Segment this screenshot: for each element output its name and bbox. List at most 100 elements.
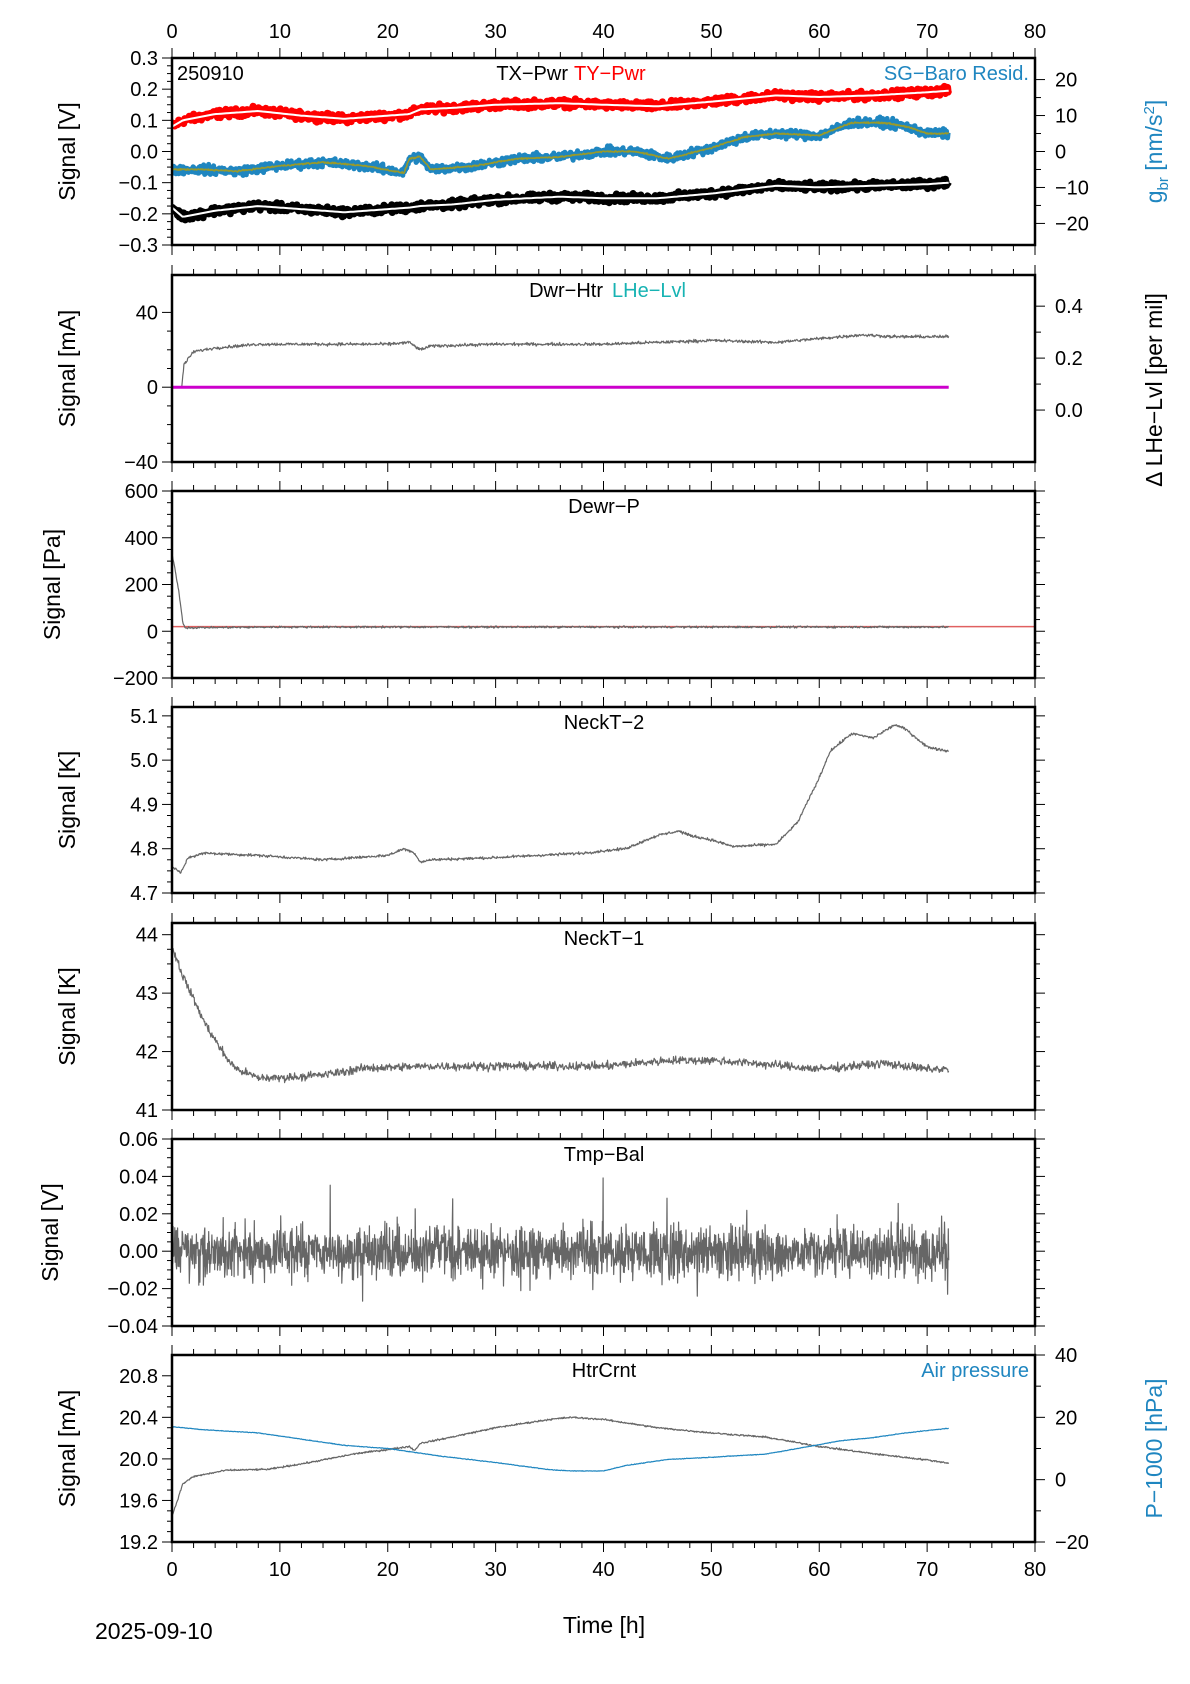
legend-label: Dewr−P <box>568 496 640 518</box>
x-tick-label-top: 80 <box>1024 21 1046 43</box>
y-tick-label: 40 <box>136 302 158 324</box>
series-line-htrcrnt <box>172 1416 950 1517</box>
y-tick-label: 0.04 <box>119 1166 158 1188</box>
x-tick-label-bottom: 50 <box>700 1559 722 1581</box>
y2-title-unit: [nm/s <box>1141 114 1167 177</box>
x-tick-label-top: 40 <box>592 21 614 43</box>
y-tick-label: −0.2 <box>119 204 158 226</box>
series-line-neckt-2 <box>172 724 949 874</box>
legend-label: TX−Pwr <box>496 63 568 85</box>
legend-label: Dwr−Htr <box>529 280 603 302</box>
y2-axis-title: P−1000 [hPa] <box>1141 1378 1167 1518</box>
y-axis-title: Signal [V] <box>37 1183 63 1281</box>
y2-tick-label: 20 <box>1055 70 1077 92</box>
y2-tick-label: 0.0 <box>1055 400 1083 422</box>
y-tick-label: −0.1 <box>119 173 158 195</box>
plot-area <box>172 945 950 1084</box>
panels-group: −0.3−0.2−0.10.00.10.20.3−20−1001020Signa… <box>37 21 1172 1581</box>
panel-3: −200 0 200 400 600 Signal [Pa] Dewr−P <box>39 481 1045 690</box>
x-tick-label-top: 60 <box>808 21 830 43</box>
x-tick-label-top: 50 <box>700 21 722 43</box>
y2-tick-label: −10 <box>1055 177 1089 199</box>
plot-area <box>172 553 1035 630</box>
panel-2: −40 0 40 0.0 0.2 0.4 Signal [mA] Δ LHe−Lvl [per… <box>54 265 1167 487</box>
series-line-dwr-htr <box>181 333 950 388</box>
y-tick-label: −200 <box>113 668 158 690</box>
y2-tick-label: 10 <box>1055 106 1077 128</box>
series-line-tx-pwr <box>172 175 952 224</box>
y-tick-label: −0.04 <box>107 1316 158 1338</box>
y2-tick-label: 0.2 <box>1055 348 1083 370</box>
y-tick-label: 42 <box>136 1042 158 1064</box>
y-tick-label: 200 <box>125 575 158 597</box>
x-axis-title: Time [h] <box>563 1612 645 1638</box>
y2-tick-label: 0 <box>1055 142 1066 164</box>
y-tick-label: 4.7 <box>130 883 158 905</box>
y-tick-label: 600 <box>125 481 158 503</box>
series-centerline-tx-pwr <box>172 181 949 218</box>
plot-area <box>172 724 949 874</box>
y2-tick-label: 20 <box>1055 1407 1077 1429</box>
y-tick-label: 4.8 <box>130 839 158 861</box>
y-axis-title: Signal [Pa] <box>39 529 65 640</box>
y-tick-label: 43 <box>136 983 158 1005</box>
y-tick-label: 0.1 <box>130 110 158 132</box>
plot-area <box>172 1177 950 1302</box>
y-tick-label: 0 <box>147 377 158 399</box>
y-axis-title: Signal [mA] <box>54 310 80 428</box>
panel-frame <box>170 273 1037 464</box>
legend-label: Tmp−Bal <box>564 1144 645 1166</box>
date-label: 2025-09-10 <box>95 1618 213 1644</box>
y-tick-label: −40 <box>124 452 158 474</box>
y-axis-title: Signal [K] <box>54 967 80 1065</box>
y-tick-label: 0.2 <box>130 79 158 101</box>
x-tick-label-top: 30 <box>485 21 507 43</box>
x-tick-label-bottom: 40 <box>592 1559 614 1581</box>
x-tick-label-top: 0 <box>166 21 177 43</box>
y-tick-label: 44 <box>136 925 158 947</box>
series-line-neckt-1 <box>172 945 950 1084</box>
y-tick-label: 0.0 <box>130 142 158 164</box>
x-tick-label-bottom: 70 <box>916 1559 938 1581</box>
y-tick-label: 20.4 <box>119 1407 158 1429</box>
y2-tick-label: 0.4 <box>1055 296 1083 318</box>
x-tick-label-top: 10 <box>269 21 291 43</box>
panel-1: −0.3 −0.2 −0.1 0.0 0.1 0.2 0.3 −20 −10 0 10 20 Signa… <box>54 48 1172 257</box>
y2-axis-title: Δ LHe−Lvl [per mil] <box>1141 293 1167 487</box>
legend-label: SG−Baro Resid. <box>884 63 1029 85</box>
station-id-label: 250910 <box>177 63 244 85</box>
x-tick-label-bottom: 10 <box>269 1559 291 1581</box>
y-tick-label: 41 <box>136 1100 158 1122</box>
legend-label: HtrCrnt <box>572 1360 637 1382</box>
y2-title-main: g <box>1141 190 1167 203</box>
x-tick-label-bottom: 80 <box>1024 1559 1046 1581</box>
panel-4: 4.7 4.8 4.9 5.0 5.1 Signal [K] NeckT−2 <box>54 697 1045 905</box>
y2-title-subscript: br <box>1155 177 1172 190</box>
legend-label: NeckT−2 <box>564 712 645 734</box>
legend-label: NeckT−1 <box>564 928 645 950</box>
y2-title-superscript: 2 <box>1141 106 1158 114</box>
series-line-tmp-bal <box>172 1177 950 1302</box>
y2-title-end: ] <box>1141 100 1167 106</box>
plot-area <box>172 1416 950 1517</box>
panel-frame <box>170 921 1037 1112</box>
series-centerline-ty-pwr <box>172 89 949 128</box>
x-tick-label-bottom: 60 <box>808 1559 830 1581</box>
x-tick-label-bottom: 30 <box>485 1559 507 1581</box>
y-tick-label: 0.06 <box>119 1129 158 1151</box>
y-tick-label: 0.00 <box>119 1241 158 1263</box>
legend-label: LHe−Lvl <box>612 280 686 302</box>
series-line-dewr-p <box>172 553 949 630</box>
x-tick-label-bottom: 20 <box>377 1559 399 1581</box>
y2-tick-label: −20 <box>1055 1532 1089 1554</box>
y-axis-title: Signal [V] <box>54 102 80 200</box>
series-line-sg-baro-resid-smoothed- <box>172 121 950 175</box>
panel-6: −0.04 −0.02 0.00 0.02 0.04 0.06 Signal [V] Tmp−… <box>37 1129 1045 1338</box>
y-tick-label: 0.3 <box>130 48 158 70</box>
y2-tick-label: −20 <box>1055 213 1089 235</box>
series-line-air-pressure <box>172 1426 949 1472</box>
x-tick-label-top: 20 <box>377 21 399 43</box>
x-tick-label-top: 70 <box>916 21 938 43</box>
legend-label: TY−Pwr <box>574 63 646 85</box>
y-tick-label: 20.8 <box>119 1366 158 1388</box>
